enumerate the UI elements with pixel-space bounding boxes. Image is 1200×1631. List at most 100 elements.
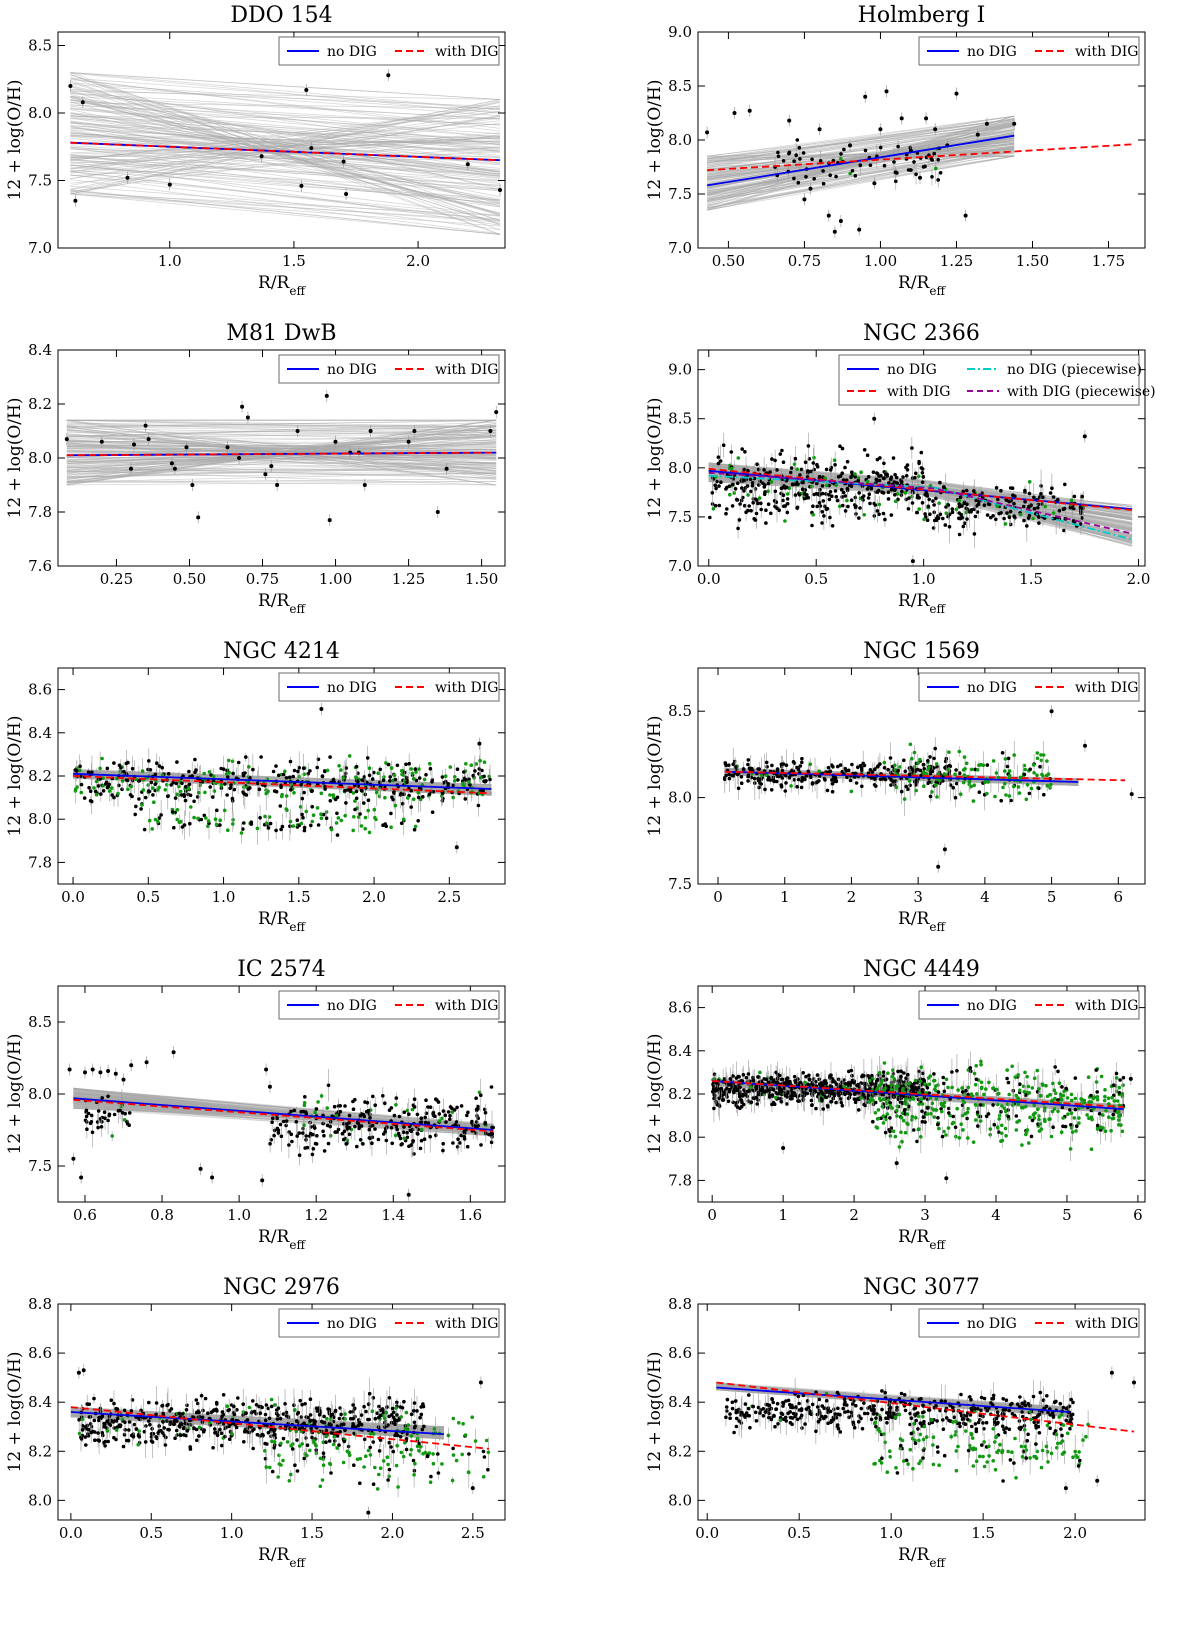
data-point: [362, 801, 366, 805]
data-point: [443, 1113, 448, 1118]
axes-frame: [57, 31, 506, 249]
posterior-sample-line: [70, 134, 501, 159]
data-point: [815, 780, 819, 784]
posterior-sample-line: [707, 151, 1015, 196]
data-point: [465, 1113, 469, 1118]
posterior-sample-line: [70, 114, 501, 195]
data-point: [935, 764, 939, 769]
data-point-green: [729, 466, 734, 471]
data-point: [335, 833, 340, 837]
data-point: [491, 1125, 496, 1130]
posterior-sample-line: [73, 1105, 494, 1132]
posterior-sample-line: [66, 461, 497, 469]
posterior-sample-line: [73, 1087, 494, 1125]
posterior-sample-line: [73, 1107, 494, 1126]
data-point: [766, 502, 771, 506]
y-tick-label: 7.0: [28, 239, 52, 257]
data-point: [381, 778, 386, 782]
posterior-sample-line: [708, 468, 1133, 519]
data-point: [912, 160, 916, 164]
data-point: [303, 1146, 308, 1150]
data-point: [828, 490, 833, 494]
fit-line-with-dig: [70, 141, 501, 162]
data-point-green: [991, 759, 996, 763]
data-point: [731, 1100, 735, 1105]
data-point: [924, 116, 929, 121]
data-point-green: [329, 827, 334, 832]
x-tick-label: 5: [1047, 888, 1057, 906]
data-point: [914, 471, 918, 476]
legend: no DIG no DIG (piecewise)with DIG with DIG…: [838, 354, 1156, 406]
data-point: [1002, 516, 1006, 521]
data-point: [826, 213, 831, 218]
data-point-green: [482, 760, 487, 764]
posterior-sample-line: [707, 155, 1015, 159]
data-point: [106, 784, 111, 789]
posterior-sample-line: [70, 129, 501, 152]
data-point: [188, 821, 192, 826]
data-point: [896, 768, 900, 773]
posterior-sample-line: [66, 447, 497, 469]
posterior-sample-line: [66, 444, 497, 460]
posterior-sample-line: [70, 116, 501, 169]
data-point: [146, 767, 150, 772]
data-point: [820, 521, 824, 525]
posterior-sample-line: [66, 443, 497, 453]
data-point: [960, 504, 964, 508]
data-point-green: [389, 766, 394, 770]
data-point-green: [937, 501, 941, 505]
legend-label-with-dig: with DIG: [435, 998, 499, 1014]
data-point: [308, 769, 312, 773]
posterior-sample-line: [66, 451, 497, 460]
data-point-green: [100, 756, 104, 761]
data-point: [416, 1132, 420, 1136]
data-point: [228, 786, 232, 791]
data-point: [399, 821, 404, 826]
data-point: [474, 1107, 479, 1112]
data-point-green: [374, 790, 379, 795]
data-point-green: [926, 767, 930, 772]
data-point: [899, 789, 904, 794]
data-point-green: [177, 793, 181, 797]
data-point: [833, 489, 838, 493]
data-point-green: [413, 824, 418, 829]
data-point: [351, 1099, 355, 1104]
x-tick-label: 1.00: [864, 252, 897, 270]
data-point: [715, 479, 719, 484]
data-point: [926, 759, 930, 763]
data-point-green: [808, 762, 813, 767]
data-point-green: [152, 800, 156, 804]
data-point-green: [356, 815, 361, 819]
posterior-sample-line: [70, 192, 501, 216]
legend: no DIG with DIG: [278, 36, 500, 66]
data-point: [910, 767, 915, 772]
data-point-green: [1051, 511, 1056, 515]
data-point: [958, 516, 962, 521]
posterior-sample-line: [66, 419, 497, 427]
data-point-green: [402, 1136, 407, 1141]
data-point: [860, 495, 865, 500]
data-point: [1022, 518, 1026, 523]
data-point-green: [353, 799, 357, 803]
posterior-sample-line: [70, 164, 501, 216]
data-point: [800, 779, 804, 783]
data-point-green: [310, 819, 315, 824]
data-point: [435, 510, 440, 514]
posterior-sample-line: [70, 96, 501, 119]
data-point-green: [1003, 769, 1007, 773]
chart-title: DDO 154: [230, 3, 332, 28]
data-point: [714, 486, 718, 491]
posterior-sample-line: [707, 122, 1015, 168]
data-point-green: [474, 762, 479, 766]
posterior-sample-line: [66, 430, 497, 442]
data-point: [381, 1094, 385, 1098]
data-point: [996, 497, 1000, 502]
posterior-sample-line: [708, 467, 1133, 520]
data-point: [961, 489, 965, 494]
legend: no DIG with DIG: [918, 36, 1140, 66]
data-point-green: [175, 817, 179, 822]
data-point: [333, 797, 338, 802]
data-point: [1072, 506, 1076, 511]
data-point: [416, 795, 421, 800]
